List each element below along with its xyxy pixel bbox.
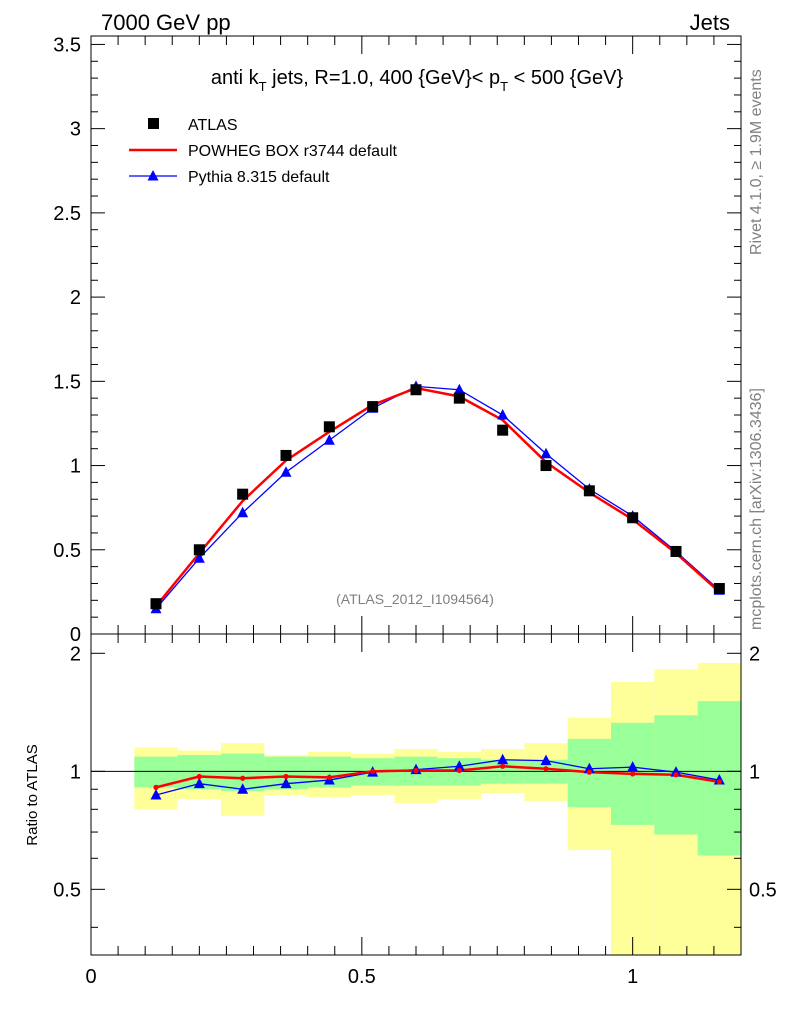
powheg-ratio-point [716, 779, 722, 785]
atlas-data-point [280, 449, 292, 461]
ratio-y-tick-label-left: 1 [70, 761, 81, 783]
legend-pythia-marker [147, 170, 159, 181]
atlas-data-point [410, 384, 422, 396]
pythia-ratio-point [237, 783, 249, 794]
mcplots-label: mcplots.cern.ch [arXiv:1306.3436] [748, 388, 765, 630]
powheg-ratio-point [370, 768, 376, 774]
pythia-point [540, 447, 552, 459]
atlas-data-point [193, 544, 205, 556]
powheg-ratio-point [196, 773, 202, 780]
powheg-ratio-point [240, 775, 246, 781]
pythia-point [323, 434, 335, 445]
ratio-y-axis-label: Ratio to ATLAS [24, 744, 41, 845]
pythia-point [280, 466, 292, 477]
rivet-version-label: Rivet 4.1.0, ≥ 1.9M events [748, 69, 765, 255]
main-y-tick-label: 2 [70, 287, 81, 309]
analysis-watermark: (ATLAS_2012_I1094564) [336, 591, 494, 607]
ratio-series-layer [150, 753, 725, 800]
pythia-ratio-point [280, 777, 292, 789]
main-axis-ticks [90, 36, 742, 635]
pythia-point [193, 552, 205, 563]
atlas-data-point [150, 598, 162, 610]
ratio-y-tick-labels: 0.5 0.5 1 1 2 2 [53, 643, 777, 901]
main-y-tick-label: 2.5 [53, 203, 81, 225]
pythia-ratio-point [497, 753, 509, 765]
main-y-tick-label: 3 [70, 119, 81, 141]
powheg-ratio-line [155, 765, 720, 789]
main-y-tick-label: 1 [70, 456, 81, 478]
ratio-y-tick-label-right: 0.5 [749, 879, 777, 901]
header-jets-label: Jets [690, 10, 730, 35]
ratio-y-tick-label-right: 2 [749, 643, 760, 665]
main-y-tick-label: 0 [70, 624, 81, 646]
ratio-y-tick-label-left: 0.5 [53, 879, 81, 901]
atlas-data-point [627, 512, 639, 524]
atlas-data-point [323, 421, 335, 433]
powheg-ratio-point [326, 774, 332, 780]
powheg-ratio-point [456, 767, 462, 774]
powheg-ratio-point [586, 769, 592, 775]
pythia-ratio-point [583, 762, 595, 774]
x-tick-label: 1 [627, 966, 638, 988]
legend-powheg-label: POWHEG BOX r3744 default [188, 143, 398, 160]
pythia-point [497, 409, 509, 420]
main-y-tick-labels: 0 0.5 1 1.5 2 2.5 3 3.5 [53, 34, 81, 646]
legend: ATLAS POWHEG BOX r3744 default Pythia 8.… [129, 117, 398, 186]
atlas-data-point [670, 545, 682, 557]
legend-atlas-label: ATLAS [188, 117, 238, 134]
powheg-ratio-point [283, 773, 289, 780]
pythia-point [453, 383, 465, 395]
main-plot-title: anti kT jets, R=1.0, 400 {GeV}< pT < 500… [211, 67, 624, 94]
powheg-ratio-point [153, 784, 159, 790]
x-tick-labels: 0 0.5 1 [85, 966, 638, 988]
legend-pythia-label: Pythia 8.315 default [188, 169, 330, 186]
pythia-ratio-point [670, 766, 682, 777]
ratio-panel: 0.5 0.51 12 2 0 0.5 1 Ratio to ATLAS [24, 633, 777, 988]
atlas-data-point [497, 424, 509, 436]
powheg-ratio-point [413, 767, 419, 774]
x-tick-label: 0 [85, 966, 96, 988]
atlas-data-point [540, 460, 552, 472]
pythia-ratio-point [627, 761, 639, 772]
main-y-tick-label: 0.5 [53, 540, 81, 562]
powheg-ratio-point [500, 763, 506, 769]
powheg-ratio-point [543, 766, 549, 772]
main-panel: 0 0.5 1 1.5 2 2.5 3 3.5 anti kT jets, R=1.0, 40… [53, 34, 742, 646]
main-y-tick-label: 3.5 [53, 34, 81, 56]
atlas-data-point [237, 488, 249, 500]
pythia-ratio-point [540, 754, 552, 766]
ratio-y-tick-label-left: 2 [70, 643, 81, 665]
ratio-axis-ticks [90, 634, 742, 955]
pythia-ratio-point [193, 777, 205, 789]
powheg-series-line [155, 386, 721, 607]
stat-uncertainty-band [134, 756, 178, 788]
pythia-ratio-point [150, 789, 162, 800]
pythia-ratio-line [155, 759, 720, 796]
powheg-ratio-point [673, 772, 679, 778]
atlas-data-point [713, 583, 725, 595]
main-series-layer [150, 380, 725, 614]
atlas-data-point [583, 485, 595, 497]
main-y-tick-label: 1.5 [53, 371, 81, 393]
pythia-ratio-point [453, 760, 465, 771]
header-energy-label: 7000 GeV pp [101, 10, 231, 35]
ratio-uncertainty-bands [91, 662, 741, 955]
pythia-point [237, 506, 249, 518]
atlas-data-point [367, 401, 379, 413]
powheg-ratio-point [630, 771, 636, 777]
atlas-data-point [453, 392, 465, 404]
ratio-y-tick-label-right: 1 [749, 761, 760, 783]
x-tick-label: 0.5 [348, 966, 376, 988]
pythia-series-line [155, 385, 720, 610]
legend-atlas-marker [148, 118, 159, 129]
